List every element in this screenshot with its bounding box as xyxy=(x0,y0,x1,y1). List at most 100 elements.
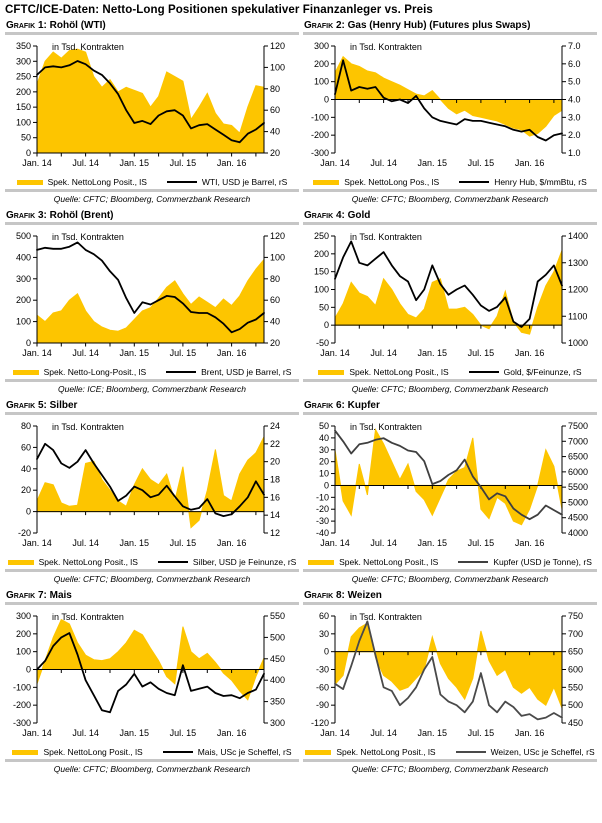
svg-text:Jul. 14: Jul. 14 xyxy=(370,728,397,738)
svg-text:7000: 7000 xyxy=(568,436,588,446)
chart-legend: Spek. NettoLong Posit., lS WTI, USD je B… xyxy=(5,177,299,187)
svg-text:22: 22 xyxy=(270,439,280,449)
svg-text:700: 700 xyxy=(568,629,583,639)
svg-text:Jul. 14: Jul. 14 xyxy=(72,158,99,168)
line-legend-label: Kupfer (USD je Tonne), rS xyxy=(493,557,592,567)
svg-text:Jan. 14: Jan. 14 xyxy=(22,728,52,738)
svg-text:100: 100 xyxy=(270,252,285,262)
svg-text:200: 200 xyxy=(16,295,31,305)
chart-label: Grafik 2: xyxy=(304,20,345,31)
area-legend-swatch xyxy=(305,749,332,755)
svg-text:-120: -120 xyxy=(311,718,329,728)
svg-text:Jan. 15: Jan. 15 xyxy=(120,728,150,738)
chart-plot: 0 50 100 150 200 250 300 350 20 40 60 80 100 120 Jan. … xyxy=(16,41,285,168)
line-legend-swatch xyxy=(468,371,499,373)
svg-text:3.0: 3.0 xyxy=(568,112,581,122)
line-legend-swatch xyxy=(455,751,486,753)
chart-title: Weizen xyxy=(347,590,382,601)
chart-legend: Spek. NettoLong Posit., lS Kupfer (USD j… xyxy=(303,557,597,567)
line-legend-swatch xyxy=(458,561,489,563)
svg-text:Jan. 16: Jan. 16 xyxy=(217,348,247,358)
divider xyxy=(5,602,299,605)
line-legend-label: WTI, USD je Barrel, rS xyxy=(201,177,288,187)
svg-text:Jan. 15: Jan. 15 xyxy=(418,728,448,738)
svg-text:-300: -300 xyxy=(13,718,31,728)
line-legend-swatch xyxy=(459,181,490,183)
svg-text:350: 350 xyxy=(270,697,285,707)
svg-text:300: 300 xyxy=(16,56,31,66)
svg-text:Jan. 16: Jan. 16 xyxy=(515,728,545,738)
svg-text:4.0: 4.0 xyxy=(568,95,581,105)
svg-text:Jan. 16: Jan. 16 xyxy=(515,538,545,548)
svg-text:6000: 6000 xyxy=(568,467,588,477)
svg-text:1.0: 1.0 xyxy=(568,148,581,158)
svg-text:30: 30 xyxy=(319,629,329,639)
chart-legend: Spek. NettoLong Pos., lS Henry Hub, $/mm… xyxy=(303,177,597,187)
line-legend-label: Gold, $/Feinunze, rS xyxy=(503,367,582,377)
divider xyxy=(303,759,597,762)
line-legend-label: Henry Hub, $/mmBtu, rS xyxy=(494,177,587,187)
area-legend-swatch xyxy=(7,559,34,565)
svg-text:Jan. 15: Jan. 15 xyxy=(418,158,448,168)
svg-text:-300: -300 xyxy=(311,148,329,158)
svg-text:Jul. 15: Jul. 15 xyxy=(170,538,197,548)
svg-text:550: 550 xyxy=(270,611,285,621)
divider xyxy=(303,379,597,382)
svg-text:-20: -20 xyxy=(316,504,329,514)
chart-block-2: Grafik 2: Gas (Henry Hub) (Futures plus … xyxy=(303,20,597,204)
chart-title: Silber xyxy=(49,400,78,411)
svg-text:80: 80 xyxy=(270,84,280,94)
chart-grid: Grafik 1: Rohöl (WTI) 0 50 100 150 200 250 300… xyxy=(5,20,597,780)
area-legend-swatch xyxy=(313,179,340,185)
svg-text:650: 650 xyxy=(568,647,583,657)
svg-text:Jul. 14: Jul. 14 xyxy=(72,348,99,358)
divider xyxy=(5,759,299,762)
svg-text:Jan. 15: Jan. 15 xyxy=(120,348,150,358)
chart-label: Grafik 7: xyxy=(6,590,47,601)
svg-text:500: 500 xyxy=(568,700,583,710)
svg-text:60: 60 xyxy=(270,105,280,115)
chart-legend: Spek. NettoLong Posit., lS Gold, $/Feinu… xyxy=(303,367,597,377)
chart-legend: Spek. NettoLong Posit., lS Mais, USc je … xyxy=(5,747,299,757)
svg-text:Jan. 14: Jan. 14 xyxy=(22,348,52,358)
svg-text:100: 100 xyxy=(16,647,31,657)
svg-text:Jan. 14: Jan. 14 xyxy=(320,728,350,738)
svg-text:Jul. 14: Jul. 14 xyxy=(370,348,397,358)
chart-plot: -120 -90 -60 -30 0 30 60 450 500 550 600 650 700 750 J… xyxy=(311,611,583,738)
svg-text:80: 80 xyxy=(270,274,280,284)
svg-text:10: 10 xyxy=(319,469,329,479)
svg-text:Jul. 15: Jul. 15 xyxy=(468,158,495,168)
svg-text:20: 20 xyxy=(319,457,329,467)
svg-text:200: 200 xyxy=(16,629,31,639)
svg-text:100: 100 xyxy=(314,285,329,295)
svg-text:6500: 6500 xyxy=(568,452,588,462)
area-legend-label: Spek. NettoLong Posit., lS xyxy=(43,747,143,757)
svg-text:0: 0 xyxy=(26,338,31,348)
svg-text:5.0: 5.0 xyxy=(568,77,581,87)
svg-text:-30: -30 xyxy=(316,665,329,675)
svg-text:40: 40 xyxy=(270,317,280,327)
source-note: Quelle: CFTC; Bloomberg, Commerzbank Res… xyxy=(53,764,251,774)
chart-label: Grafik 6: xyxy=(304,400,345,411)
svg-text:in Tsd. Kontrakten: in Tsd. Kontrakten xyxy=(52,422,124,432)
svg-text:60: 60 xyxy=(319,611,329,621)
divider xyxy=(5,412,299,415)
svg-text:0: 0 xyxy=(324,647,329,657)
svg-text:-200: -200 xyxy=(13,700,31,710)
divider xyxy=(5,222,299,225)
svg-text:-60: -60 xyxy=(316,682,329,692)
svg-text:-50: -50 xyxy=(316,338,329,348)
svg-text:200: 200 xyxy=(16,87,31,97)
svg-text:-30: -30 xyxy=(316,516,329,526)
chart-plot: -20 0 20 40 60 80 12 14 16 18 20 22 24 Jan. 14 Jul. 14… xyxy=(18,421,280,548)
svg-text:Jan. 15: Jan. 15 xyxy=(120,158,150,168)
svg-text:4000: 4000 xyxy=(568,528,588,538)
svg-text:1200: 1200 xyxy=(568,285,588,295)
svg-text:in Tsd. Kontrakten: in Tsd. Kontrakten xyxy=(350,422,422,432)
svg-text:Jul. 15: Jul. 15 xyxy=(170,348,197,358)
svg-text:300: 300 xyxy=(16,611,31,621)
svg-text:14: 14 xyxy=(270,510,280,520)
svg-text:250: 250 xyxy=(314,231,329,241)
line-legend-swatch xyxy=(157,561,188,563)
area-legend-swatch xyxy=(12,369,39,375)
